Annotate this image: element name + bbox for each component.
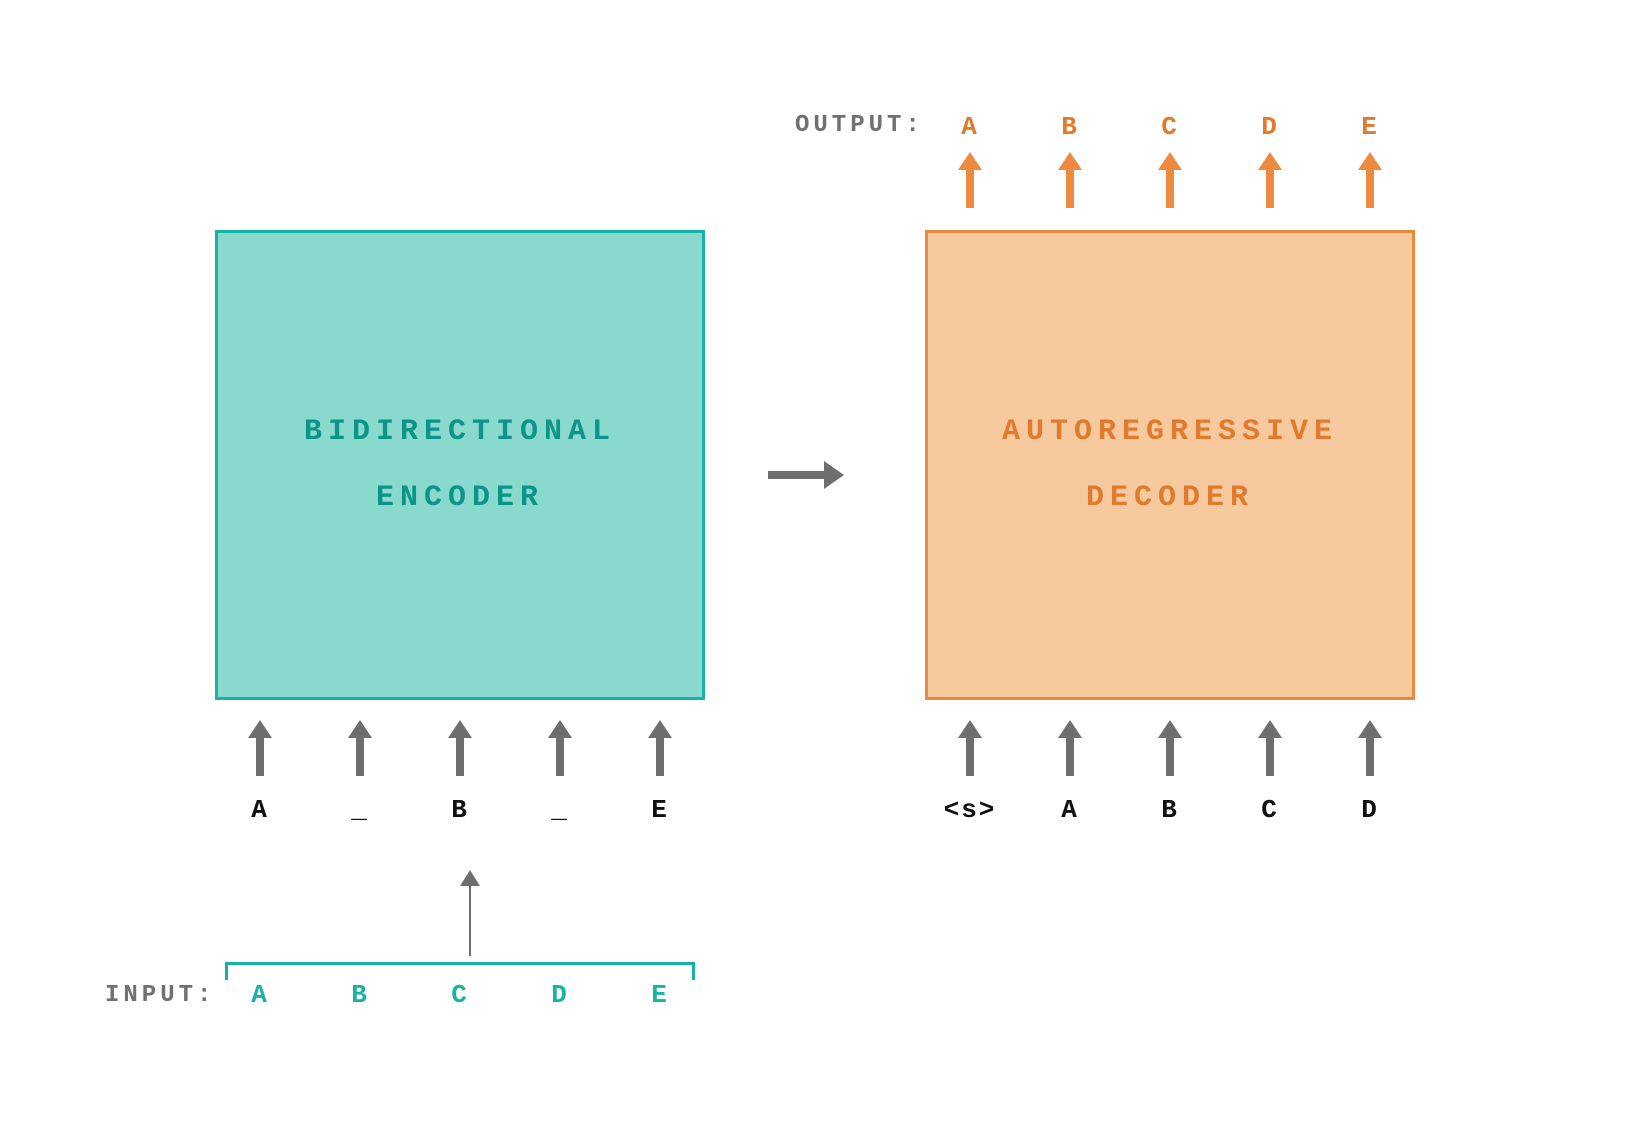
encoder-masked-tokens: A _ B _ E [230,795,690,825]
encoder-input-token: A [230,980,290,1010]
output-label: OUTPUT: [795,112,924,139]
up-arrow-icon [1340,152,1400,210]
encoder-input-token: E [630,980,690,1010]
input-bracket [225,962,695,980]
decoder-output-token: A [940,112,1000,142]
encoder-title-line2: ENCODER [376,481,544,515]
decoder-output-arrows [940,152,1400,210]
up-arrow-icon [330,720,390,778]
input-label: INPUT: [105,982,215,1009]
encoder-input-token: B [330,980,390,1010]
up-arrow-icon [1240,720,1300,778]
up-arrow-icon [1140,152,1200,210]
decoder-input-token: D [1340,795,1400,825]
up-arrow-icon [1140,720,1200,778]
up-arrow-icon [1340,720,1400,778]
up-arrow-icon [1240,152,1300,210]
decoder-input-token: C [1240,795,1300,825]
up-arrow-icon [530,720,590,778]
decoder-title: AUTOREGRESSIVE DECODER [1002,399,1338,531]
up-arrow-icon [940,152,1000,210]
encoder-to-decoder-arrow [768,460,844,490]
up-arrow-icon [940,720,1000,778]
decoder-input-tokens: <s> A B C D [940,795,1400,825]
corruption-arrow [460,870,480,956]
decoder-input-arrows [940,720,1400,778]
up-arrow-icon [1040,152,1100,210]
decoder-input-token: A [1040,795,1100,825]
decoder-output-tokens: A B C D E [940,112,1400,142]
decoder-input-token: <s> [940,795,1000,825]
up-arrow-icon [1040,720,1100,778]
decoder-output-token: E [1340,112,1400,142]
up-arrow-icon [230,720,290,778]
up-arrow-icon [630,720,690,778]
encoder-masked-token: B [430,795,490,825]
decoder-output-token: C [1140,112,1200,142]
decoder-output-token: B [1040,112,1100,142]
encoder-input-token: C [430,980,490,1010]
encoder-masked-token: _ [530,795,590,825]
encoder-input-token: D [530,980,590,1010]
decoder-output-token: D [1240,112,1300,142]
encoder-box: BIDIRECTIONAL ENCODER [215,230,705,700]
decoder-title-line2: DECODER [1086,481,1254,515]
encoder-masked-token: A [230,795,290,825]
decoder-input-token: B [1140,795,1200,825]
encoder-title-line1: BIDIRECTIONAL [304,415,616,449]
encoder-masked-token: E [630,795,690,825]
decoder-title-line1: AUTOREGRESSIVE [1002,415,1338,449]
encoder-input-tokens: A B C D E [230,980,690,1010]
up-arrow-icon [430,720,490,778]
encoder-input-arrows [230,720,690,778]
decoder-box: AUTOREGRESSIVE DECODER [925,230,1415,700]
encoder-title: BIDIRECTIONAL ENCODER [304,399,616,531]
diagram-canvas: BIDIRECTIONAL ENCODER AUTOREGRESSIVE DEC… [0,0,1633,1126]
encoder-masked-token: _ [330,795,390,825]
